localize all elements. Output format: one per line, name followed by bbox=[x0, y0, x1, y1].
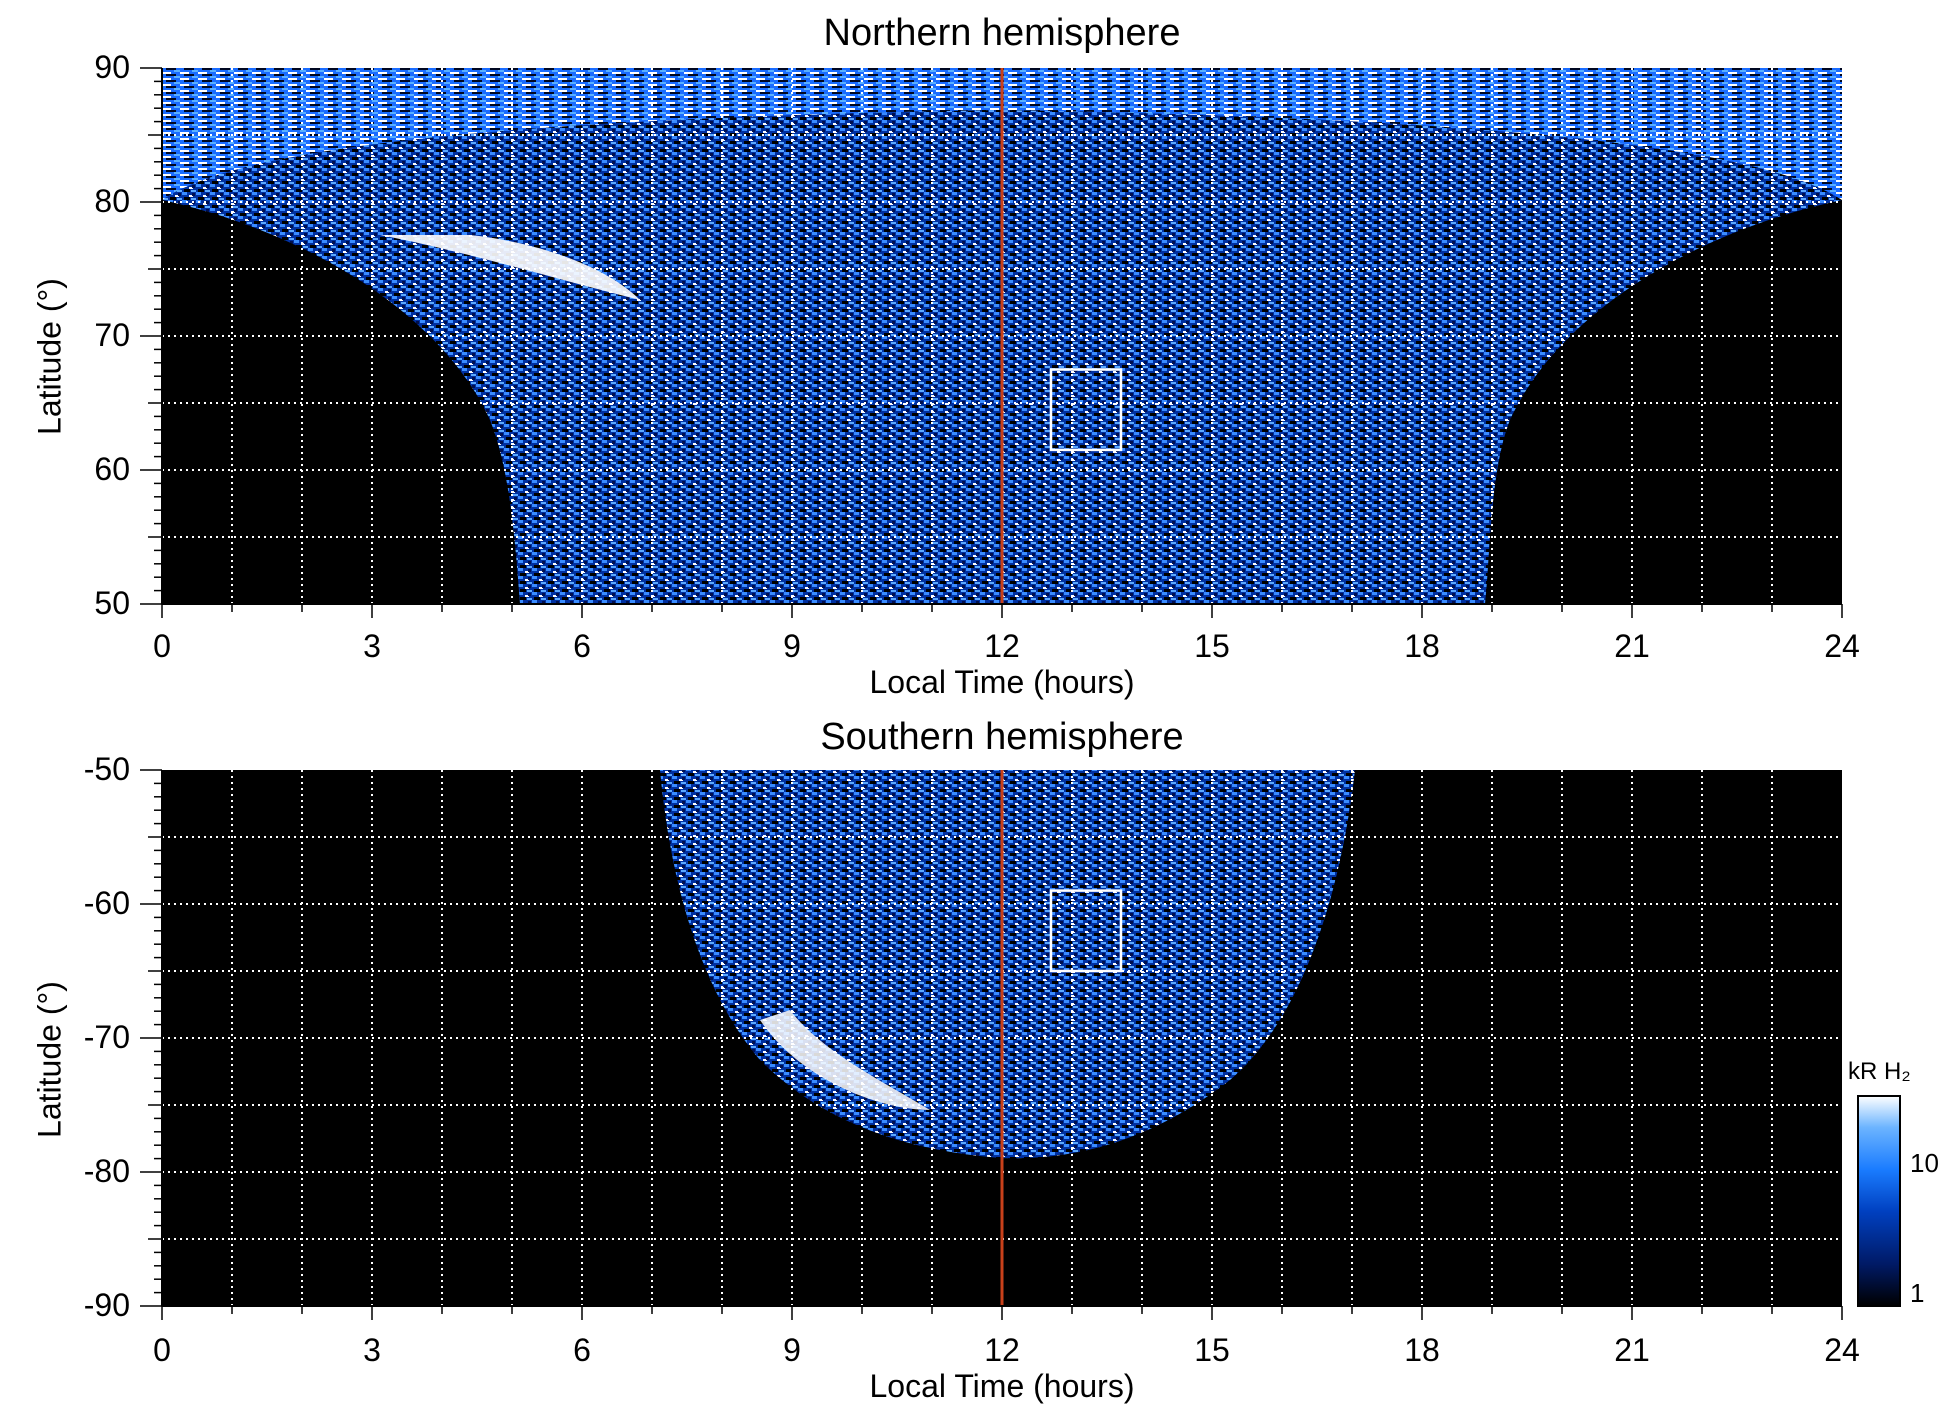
south-region-box bbox=[1049, 889, 1123, 973]
north-y-tick-label: 60 bbox=[94, 451, 130, 487]
north-polar-cap bbox=[162, 68, 1842, 200]
south-x-axis-label: Local Time (hours) bbox=[869, 1368, 1135, 1404]
north-region-box bbox=[1049, 368, 1123, 452]
north-x-axis-label: Local Time (hours) bbox=[869, 664, 1135, 700]
south-x-tick-label: 15 bbox=[1194, 1332, 1230, 1368]
south-y-tick-label: -80 bbox=[83, 1153, 130, 1189]
south-x-tick-label: 12 bbox=[984, 1332, 1020, 1368]
south-x-tick-label: 9 bbox=[783, 1332, 801, 1368]
south-x-tick-label: 6 bbox=[573, 1332, 591, 1368]
north-x-tick-label: 0 bbox=[153, 628, 171, 664]
colorbar-tick-10: 10 bbox=[1910, 1148, 1939, 1178]
north-x-tick-label: 6 bbox=[573, 628, 591, 664]
south-y-tick-label: -50 bbox=[83, 751, 130, 787]
north-y-tick-label: 70 bbox=[94, 317, 130, 353]
north-y-tick-label: 50 bbox=[94, 585, 130, 621]
south-y-tick-label: -70 bbox=[83, 1019, 130, 1055]
colorbar-title: kR H₂ bbox=[1848, 1058, 1911, 1085]
north-x-tick-label: 18 bbox=[1404, 628, 1440, 664]
south-y-tick-label: -90 bbox=[83, 1287, 130, 1323]
north-x-tick-label: 21 bbox=[1614, 628, 1650, 664]
north-bright-arc bbox=[380, 235, 640, 300]
north-x-tick-label: 3 bbox=[363, 628, 381, 664]
colorbar-gradient bbox=[1857, 1095, 1901, 1307]
south-panel-title: Southern hemisphere bbox=[820, 716, 1184, 758]
colorbar bbox=[1857, 1095, 1901, 1307]
north-y-tick-label: 90 bbox=[94, 49, 130, 85]
north-x-tick-label: 15 bbox=[1194, 628, 1230, 664]
south-x-tick-label: 21 bbox=[1614, 1332, 1650, 1368]
north-x-tick-label: 24 bbox=[1824, 628, 1860, 664]
south-x-tick-label: 24 bbox=[1824, 1332, 1860, 1368]
south-x-tick-label: 18 bbox=[1404, 1332, 1440, 1368]
colorbar-tick-1: 1 bbox=[1910, 1278, 1925, 1308]
north-x-tick-label: 12 bbox=[984, 628, 1020, 664]
south-axes bbox=[140, 769, 1843, 1320]
north-heatmap-panel bbox=[140, 67, 1843, 618]
north-x-tick-label: 9 bbox=[783, 628, 801, 664]
south-x-tick-label: 0 bbox=[153, 1332, 171, 1368]
south-bright-arc bbox=[760, 1010, 930, 1110]
south-x-tick-label: 3 bbox=[363, 1332, 381, 1368]
south-y-tick-label: -60 bbox=[83, 885, 130, 921]
south-heatmap-panel bbox=[140, 769, 1843, 1320]
north-panel-title: Northern hemisphere bbox=[823, 12, 1181, 54]
north-y-tick-label: 80 bbox=[94, 183, 130, 219]
north-axes bbox=[140, 67, 1843, 618]
